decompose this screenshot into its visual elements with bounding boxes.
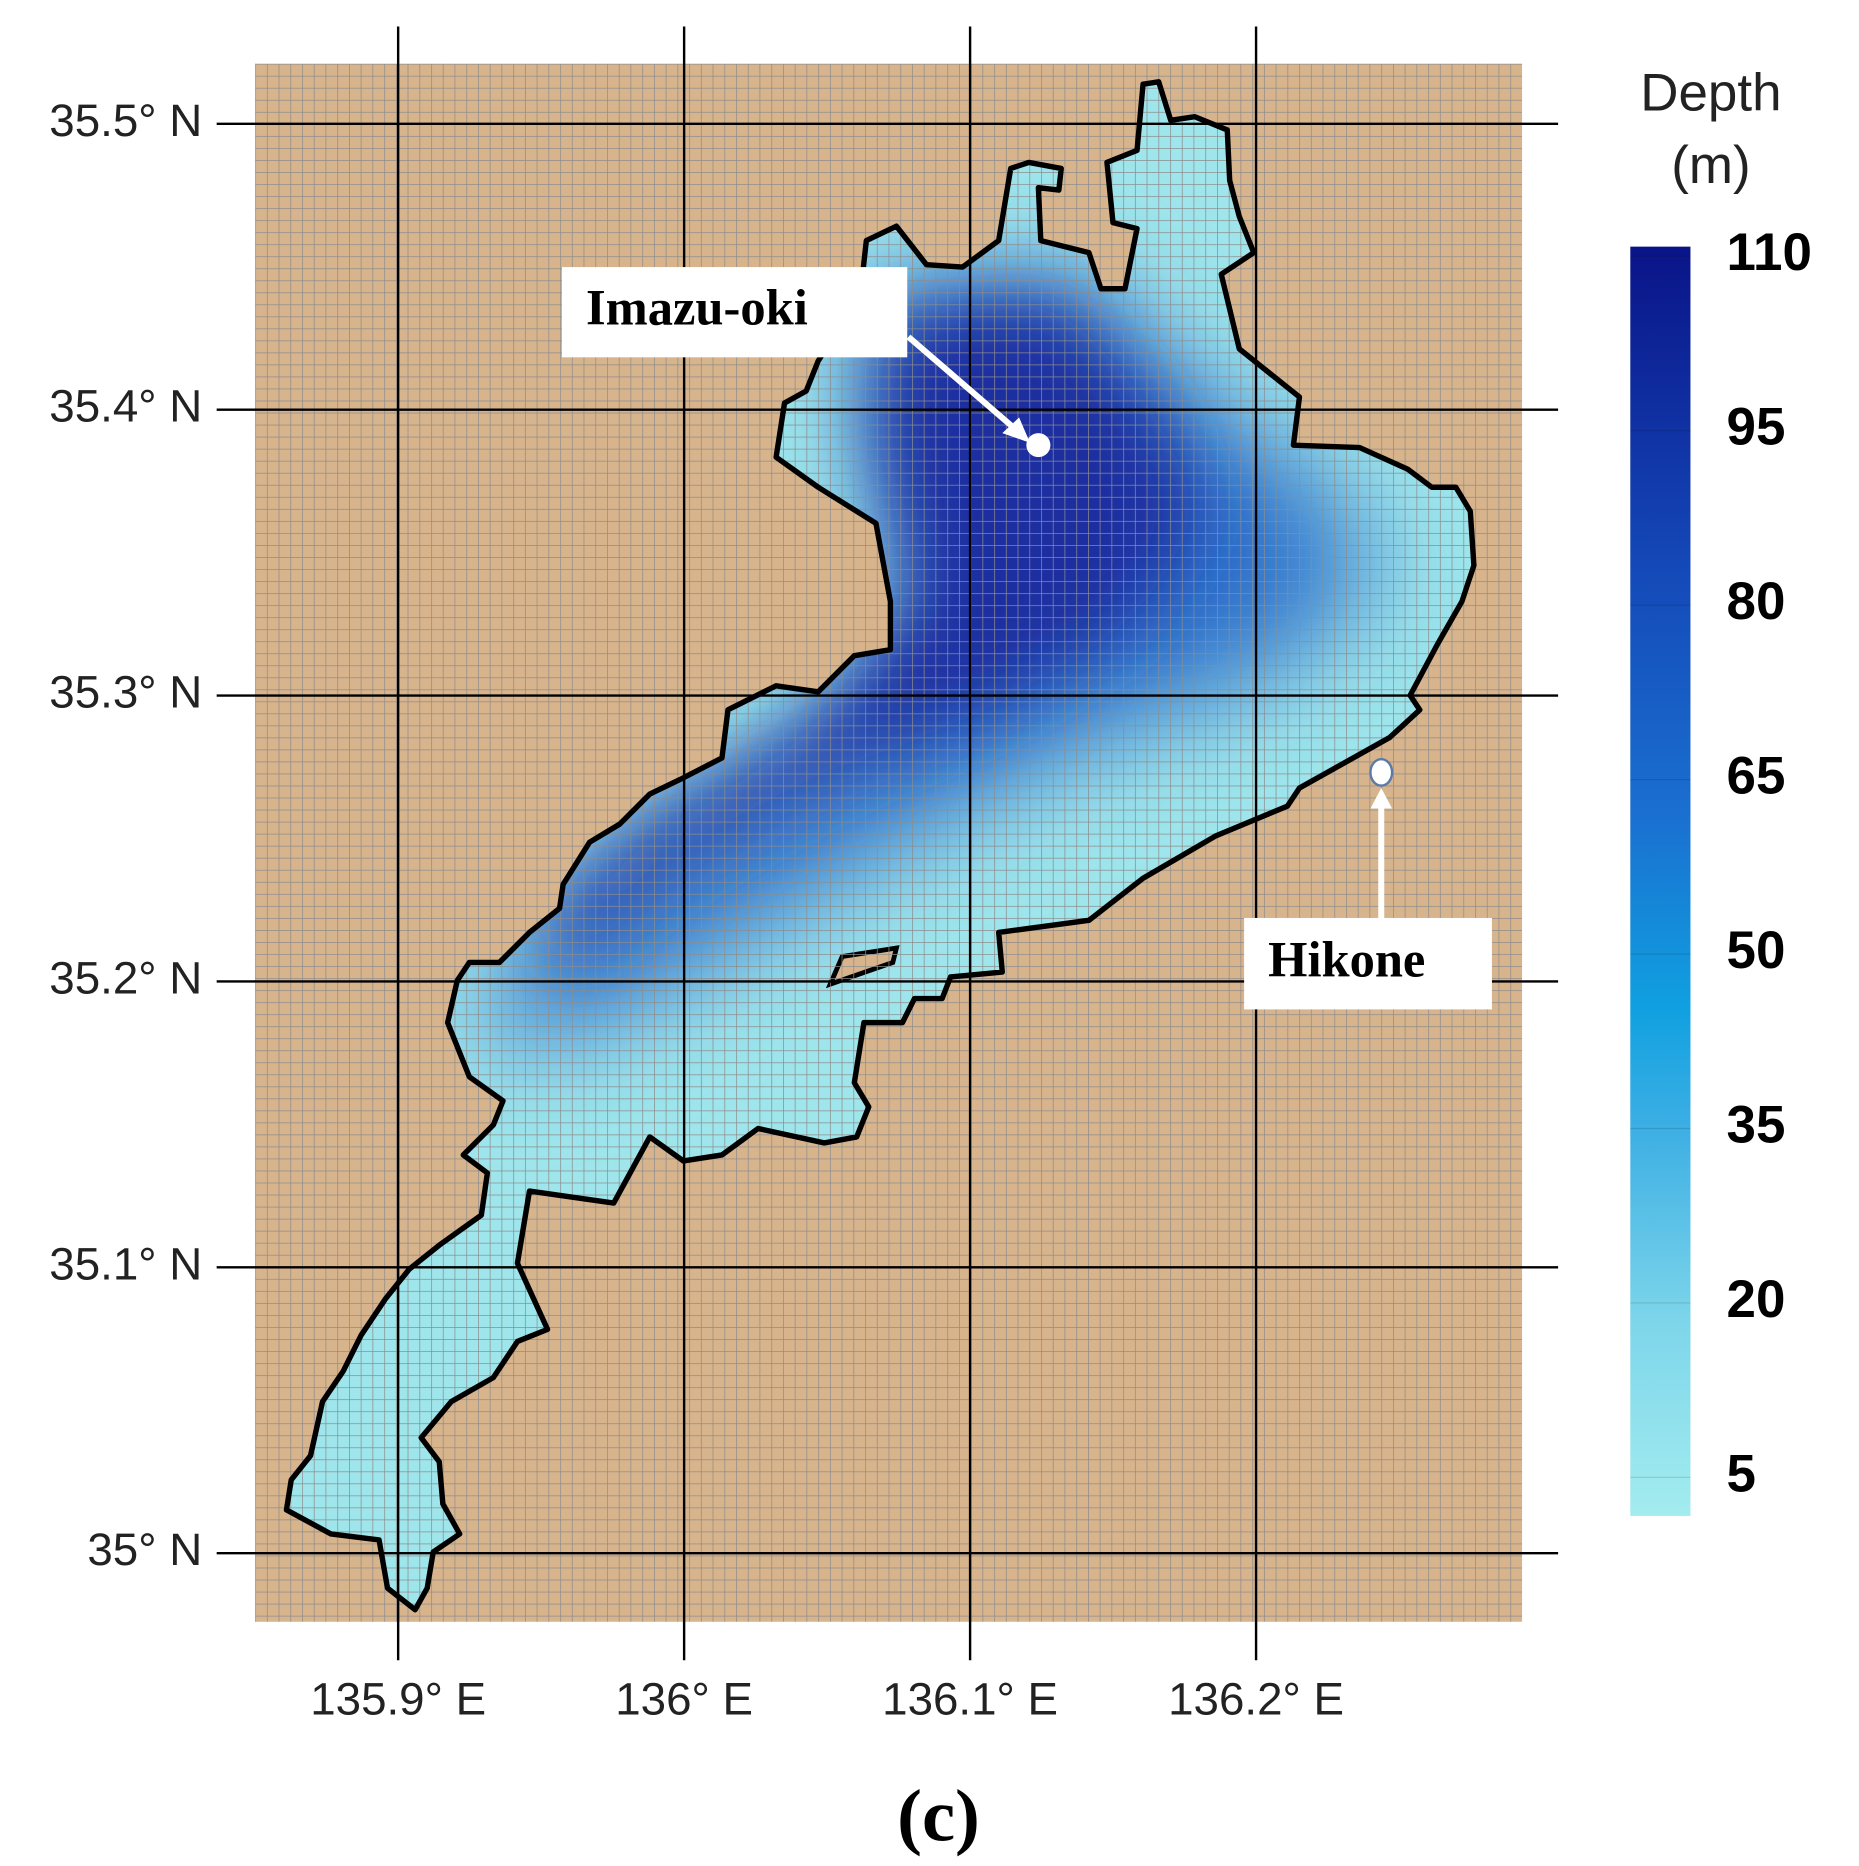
colorbar-tick-label: 50	[1727, 921, 1786, 980]
arrow-head	[1002, 417, 1030, 443]
y-tick-label: 35° N	[87, 1524, 202, 1575]
site-marker	[1026, 433, 1051, 458]
y-tick-label: 35.1° N	[49, 1238, 202, 1289]
colorbar-title: (m)	[1671, 136, 1750, 195]
x-tick-label: 135.9° E	[310, 1673, 486, 1724]
y-tick-label: 35.4° N	[49, 381, 202, 432]
colorbar-ticks: 5 20 35 50 65 80 95 110	[1630, 223, 1812, 1503]
x-tick-label: 136.1° E	[882, 1673, 1058, 1724]
colorbar-tick-label: 5	[1727, 1444, 1756, 1503]
site-marker	[1369, 757, 1394, 787]
y-tick-label: 35.2° N	[49, 952, 202, 1003]
arrow-head	[1370, 788, 1393, 809]
colorbar-title: Depth	[1640, 64, 1781, 123]
annotation: Imazu-oki	[586, 279, 808, 335]
annotation-box	[1244, 917, 1492, 1010]
colorbar-tick-label: 80	[1727, 572, 1786, 631]
colorbar-tick-label: 65	[1727, 747, 1786, 806]
arrow	[906, 334, 1025, 438]
y-tick-label: 35.3° N	[49, 667, 202, 718]
colorbar-tick-label: 110	[1727, 223, 1812, 282]
annotation-box	[561, 267, 908, 358]
annotation: Hikone	[1268, 931, 1425, 987]
colorbar	[1630, 246, 1691, 1516]
colorbar-tick-label: 95	[1727, 398, 1786, 457]
y-tick-label: 35.5° N	[49, 95, 202, 146]
x-tick-label: 136° E	[615, 1673, 753, 1724]
colorbar-tick-label: 20	[1727, 1270, 1786, 1329]
caption: (c)	[897, 1776, 980, 1858]
colorbar-tick-label: 35	[1727, 1095, 1786, 1154]
x-tick-label: 136.2° E	[1168, 1673, 1344, 1724]
